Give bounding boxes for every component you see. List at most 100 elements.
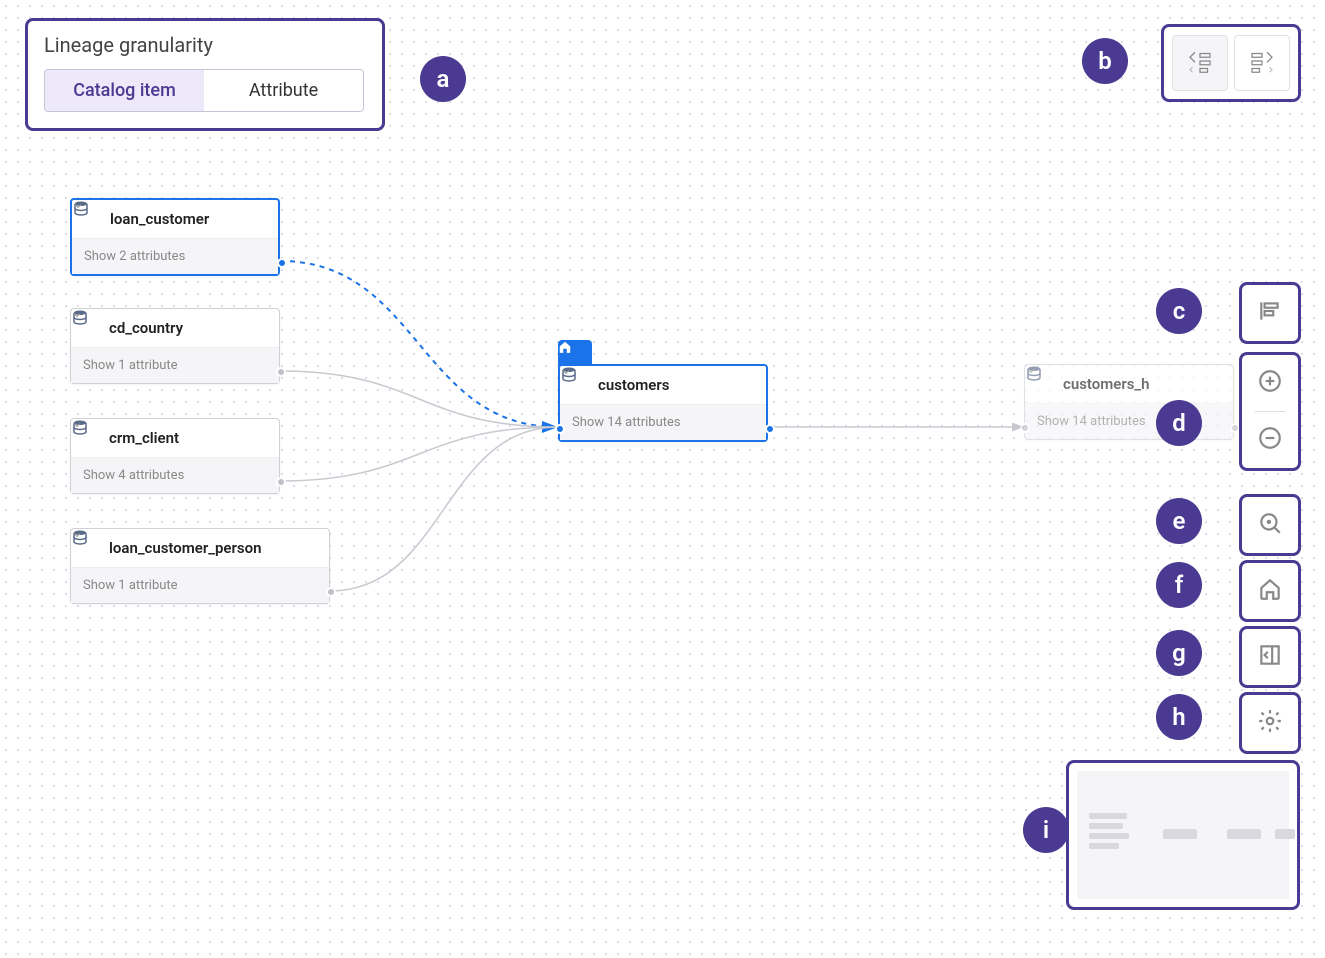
node-label: loan_customer_person xyxy=(109,539,261,557)
node-loan_customer_person[interactable]: loan_customer_person Show 1 attribute xyxy=(70,528,330,604)
collapse-panel xyxy=(1239,626,1301,688)
node-footer-text: Show 1 attribute xyxy=(83,358,178,373)
minimap-node xyxy=(1089,813,1127,819)
database-icon xyxy=(83,539,101,557)
minimap-node xyxy=(1089,843,1119,849)
node-footer-text: Show 1 attribute xyxy=(83,578,178,593)
zoom-in-button[interactable] xyxy=(1242,355,1298,411)
node-label: cd_country xyxy=(109,319,183,337)
output-port xyxy=(765,424,775,434)
chevron-down-icon xyxy=(184,361,194,371)
home-button[interactable] xyxy=(1242,563,1298,619)
callout-b: b xyxy=(1082,38,1128,84)
granularity-toggle: Catalog item Attribute xyxy=(44,69,364,112)
node-header: loan_customer_person xyxy=(71,529,329,567)
minimap-node xyxy=(1089,833,1129,839)
minimap-node xyxy=(1163,829,1197,839)
database-icon xyxy=(1037,375,1055,393)
edge-crm_client-customers xyxy=(280,427,558,481)
expand-downstream-icon xyxy=(1247,46,1277,80)
node-crm_client[interactable]: crm_client Show 4 attributes xyxy=(70,418,280,494)
fit-panel xyxy=(1239,494,1301,556)
collapse-side-icon xyxy=(1257,642,1283,672)
node-label: loan_customer xyxy=(110,210,209,228)
output-port xyxy=(326,587,336,597)
chevron-down-icon xyxy=(687,418,697,428)
minimap-viewport xyxy=(1077,771,1289,899)
node-cd_country[interactable]: cd_country Show 1 attribute xyxy=(70,308,280,384)
node-header: loan_customer xyxy=(72,200,278,238)
node-footer-text: Show 4 attributes xyxy=(83,468,184,483)
settings-panel xyxy=(1239,692,1301,754)
node-customers[interactable]: customers Show 14 attributes xyxy=(558,364,768,442)
collapse-side-button[interactable] xyxy=(1242,629,1298,685)
edge-loan_customer-customers xyxy=(280,261,558,427)
align-left-icon xyxy=(1257,298,1283,328)
minimap-panel[interactable] xyxy=(1066,760,1300,910)
node-header: cd_country xyxy=(71,309,279,347)
node-footer-text: Show 14 attributes xyxy=(1037,414,1146,429)
zoom-fit-icon xyxy=(1257,510,1283,540)
database-icon xyxy=(84,210,102,228)
callout-f: f xyxy=(1156,562,1202,608)
home-tab xyxy=(558,340,592,366)
database-icon xyxy=(83,429,101,447)
expand-upstream-icon xyxy=(1185,46,1215,80)
zoom-panel xyxy=(1239,352,1301,471)
align-panel xyxy=(1239,282,1301,344)
expand-direction-panel xyxy=(1161,24,1301,102)
node-expand-attributes[interactable]: Show 2 attributes xyxy=(72,238,278,274)
settings-button[interactable] xyxy=(1242,695,1298,751)
chevron-down-icon xyxy=(191,252,201,262)
node-loan_customer[interactable]: loan_customer Show 2 attributes xyxy=(70,198,280,276)
input-port xyxy=(1020,423,1030,433)
database-icon xyxy=(572,376,590,394)
expand-downstream-button[interactable] xyxy=(1234,35,1290,91)
minimap-node xyxy=(1227,829,1261,839)
node-customers_h[interactable]: customers_h Show 14 attributes xyxy=(1024,364,1234,440)
output-port xyxy=(276,367,286,377)
settings-icon xyxy=(1257,708,1283,738)
granularity-panel: Lineage granularity Catalog item Attribu… xyxy=(25,18,385,131)
home-panel xyxy=(1239,560,1301,622)
home-icon xyxy=(1257,576,1283,606)
node-expand-attributes[interactable]: Show 4 attributes xyxy=(71,457,279,493)
chevron-down-icon xyxy=(190,471,200,481)
align-left-button[interactable] xyxy=(1242,285,1298,341)
callout-h: h xyxy=(1156,694,1202,740)
granularity-option-attribute[interactable]: Attribute xyxy=(204,70,363,111)
callout-c: c xyxy=(1156,288,1202,334)
zoom-in-icon xyxy=(1257,368,1283,398)
input-port xyxy=(555,424,565,434)
node-label: customers xyxy=(598,376,669,394)
node-label: customers_h xyxy=(1063,375,1150,393)
node-footer-text: Show 14 attributes xyxy=(572,415,681,430)
node-header: crm_client xyxy=(71,419,279,457)
chevron-down-icon xyxy=(184,581,194,591)
node-expand-attributes[interactable]: Show 14 attributes xyxy=(560,404,766,440)
node-header: customers_h xyxy=(1025,365,1233,403)
node-label: crm_client xyxy=(109,429,179,447)
zoom-out-button[interactable] xyxy=(1242,412,1298,468)
edge-cd_country-customers xyxy=(280,371,558,427)
callout-d: d xyxy=(1156,400,1202,446)
edge-loan_customer_person-customers xyxy=(330,427,558,591)
callout-i: i xyxy=(1023,807,1069,853)
database-icon xyxy=(83,319,101,337)
expand-upstream-button[interactable] xyxy=(1172,35,1228,91)
minimap-node xyxy=(1089,823,1123,829)
minimap-node xyxy=(1275,829,1295,839)
callout-e: e xyxy=(1156,498,1202,544)
zoom-out-icon xyxy=(1257,425,1283,455)
callout-g: g xyxy=(1156,630,1202,676)
granularity-option-catalog[interactable]: Catalog item xyxy=(45,70,204,111)
node-expand-attributes[interactable]: Show 1 attribute xyxy=(71,347,279,383)
output-port xyxy=(276,477,286,487)
granularity-title: Lineage granularity xyxy=(44,33,366,57)
callout-a: a xyxy=(420,56,466,102)
zoom-fit-button[interactable] xyxy=(1242,497,1298,553)
node-header: customers xyxy=(560,366,766,404)
node-expand-attributes[interactable]: Show 1 attribute xyxy=(71,567,329,603)
output-port xyxy=(277,258,287,268)
node-footer-text: Show 2 attributes xyxy=(84,249,185,264)
